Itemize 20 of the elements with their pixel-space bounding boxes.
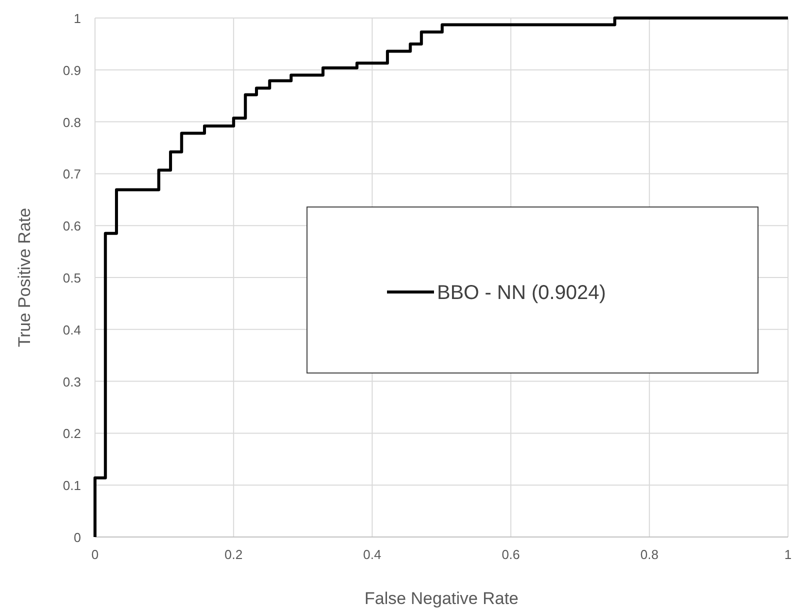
- y-tick-label: 0.2: [62, 426, 81, 442]
- x-tick-label: 1: [784, 547, 792, 562]
- x-tick-label: 0.2: [224, 547, 243, 562]
- x-tick-label: 0: [91, 547, 99, 562]
- y-tick-label: 0: [74, 530, 81, 545]
- x-tick-label: 0.6: [502, 547, 520, 562]
- y-tick-label: 0.1: [62, 478, 81, 494]
- y-tick-label: 0.8: [62, 114, 81, 130]
- y-tick-label: 0.3: [62, 374, 81, 390]
- y-tick-label: 0.6: [62, 218, 81, 234]
- y-tick-label: 0.7: [62, 166, 81, 182]
- legend-label: BBO - NN (0.9024): [437, 282, 606, 304]
- x-axis-title: False Negative Rate: [364, 589, 519, 608]
- y-tick-label: 0.9: [62, 62, 81, 78]
- x-tick-label: 0.8: [640, 547, 658, 562]
- y-axis-title: True Positive Rate: [15, 208, 34, 348]
- y-tick-label: 0.5: [62, 270, 81, 286]
- y-tick-label: 0.4: [62, 322, 81, 338]
- y-tick-label: 1: [74, 11, 81, 26]
- x-tick-label: 0.4: [363, 547, 382, 562]
